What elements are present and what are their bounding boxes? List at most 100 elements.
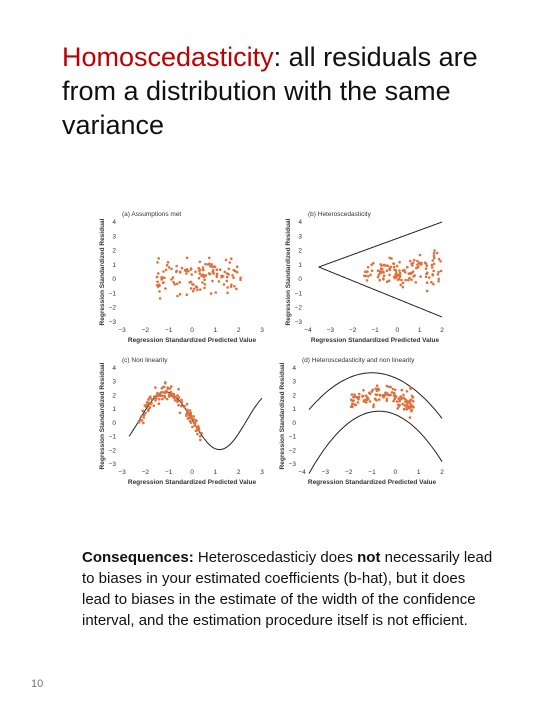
title-term: Homoscedasticity [62,42,274,72]
scatter-dot [186,409,189,412]
scatter-dot [368,392,372,396]
reference-curve [318,221,443,268]
scatter-dot [207,272,211,275]
scatter-dot [154,386,157,389]
scatter-dot [168,387,172,390]
scatter-dot [419,275,422,278]
scatter-dot [387,279,391,283]
scatter-dot [364,394,368,398]
scatter-dot [226,291,229,295]
scatter-dot [180,404,183,408]
scatter-dot [217,280,221,283]
scatter-dot [210,263,214,266]
scatter-dot [373,397,377,401]
scatter-dot [202,274,206,277]
scatter-dot [385,384,389,388]
scatter-dot [155,397,158,400]
scatter-dot [187,269,190,273]
scatter-dot [404,271,407,274]
x-tick-label: 3 [260,469,264,476]
scatter-dot [161,281,165,284]
scatter-dot [420,263,423,266]
scatter-dot [148,406,151,409]
scatter-dot [185,293,189,297]
scatter-dot [170,267,173,271]
scatter-dot [432,251,436,255]
scatter-dot [424,267,428,271]
x-tick-label: −1 [165,469,173,476]
scatter-dot [157,272,160,275]
y-tick-label: −3 [109,319,117,326]
scatter-dot [225,279,229,283]
y-tick-label: −3 [295,319,303,326]
scatter-dot [396,278,400,282]
panel-label: (b) Heteroscedasticity [308,211,372,218]
scatter-dot [146,409,150,412]
scatter-dot [432,262,436,266]
page-number: 10 [31,678,44,690]
scatter-dot [404,278,407,282]
y-tick-label: −1 [109,434,117,441]
scatter-dot [150,398,153,401]
scatter-dot [178,411,182,415]
scatter-dot [368,400,372,403]
scatter-dot [377,273,381,277]
scatter-dot [177,396,181,399]
scatter-dot [180,400,184,404]
scatter-dot [437,270,440,274]
scatter-dot [200,274,203,278]
scatter-dot [410,271,414,275]
scatter-dot [230,257,233,261]
scatter-dot [190,273,193,276]
x-tick-label: −3 [118,469,126,476]
scatter-dot [195,285,199,289]
scatter-dot [140,415,143,418]
scatter-dot [156,261,159,264]
scatter-dot [157,257,160,260]
scatter-dot [408,416,412,419]
scatter-dot [439,269,443,273]
scatter-dot [410,409,413,413]
scatter-dot [423,261,427,265]
x-axis-label: Regression Standardized Predicted Value [311,337,440,344]
scatter-dot [411,261,415,265]
scatter-dot [405,403,409,406]
y-axis-label: Regression Standardized Residual [99,218,106,325]
scatter-dot [392,391,396,395]
x-tick-label: −4 [298,469,306,476]
scatter-dot [215,268,219,272]
scatter-dot [382,274,386,278]
scatter-dot [156,285,160,288]
scatter-dot [349,405,353,409]
x-tick-label: 3 [260,327,264,334]
x-tick-label: 2 [237,469,241,476]
scatter-dot [163,276,166,280]
scatter-dot [142,416,146,419]
scatter-dot [354,395,357,399]
scatter-dot [204,274,208,277]
scatter-dot [189,421,193,424]
scatter-dot [180,266,184,270]
scatter-dot [390,391,394,394]
scatter-dot [375,393,379,397]
scatter-dot [235,287,238,291]
scatter-dot [178,280,181,284]
scatter-dot [431,259,435,262]
y-tick-label: 1 [112,406,116,413]
scatter-dot [382,277,385,280]
scatter-dot [409,386,412,389]
x-tick-label: 0 [190,327,194,334]
scatter-dot [150,401,153,405]
scatter-dot [425,289,429,293]
scatter-dot [407,278,410,282]
scatter-dot [401,285,405,289]
y-tick-label: 3 [112,379,116,386]
scatter-dot [398,269,401,272]
x-tick-label: −2 [345,469,353,476]
scatter-dot [378,278,382,282]
scatter-dot [209,264,212,268]
x-tick-label: 2 [440,327,444,334]
x-tick-label: 0 [394,469,398,476]
scatter-dot [215,273,219,277]
scatter-dot [189,268,193,271]
